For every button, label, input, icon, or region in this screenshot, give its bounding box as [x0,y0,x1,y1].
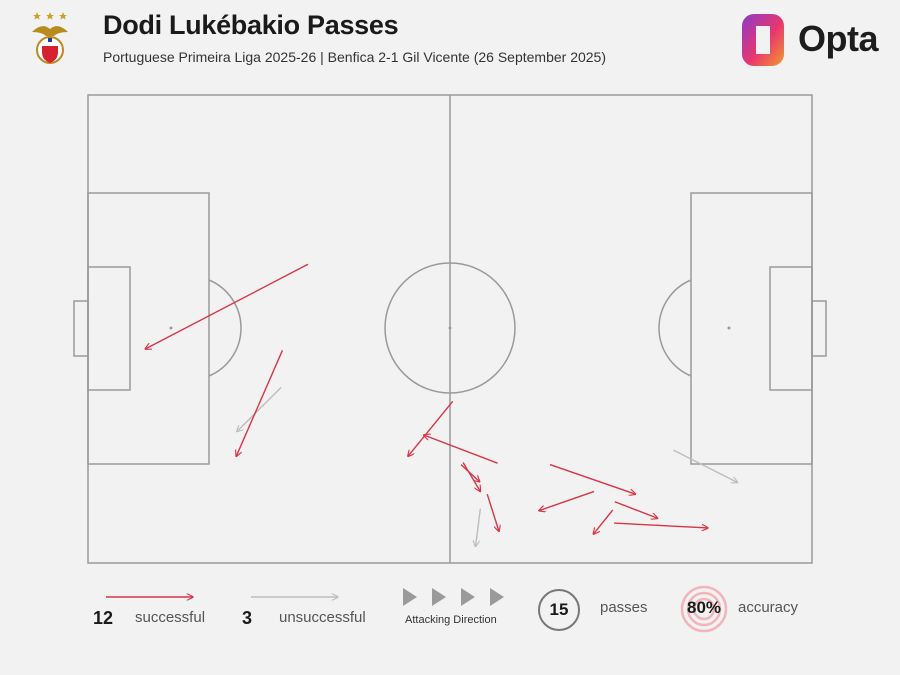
attack-direction-arrow-icon [490,588,504,606]
passes-count-badge: 15 [538,589,580,631]
successful-pass-arrow [486,493,499,531]
left-penalty-arc [208,279,242,377]
opta-wordmark: Opta [798,18,879,59]
successful-pass-arrow [408,400,454,456]
successful-pass-arrow [462,462,480,492]
benfica-crest-icon [32,12,68,64]
successful-pass-arrow [460,464,480,482]
page-subtitle: Portuguese Primeira Liga 2025-26 | Benfi… [103,49,607,65]
successful-pass-arrow [424,435,498,464]
right-penalty-area [690,192,813,465]
passes-layer [145,263,737,547]
legend: 12 successful 3 unsuccessful Attacking D… [0,580,900,640]
successful-pass-arrow [549,463,636,495]
accuracy-label: accuracy [738,599,799,616]
successful-count: 12 [93,608,114,628]
successful-pass-arrow [236,350,284,456]
successful-pass-arrow [614,522,708,528]
legend-graphics [106,588,504,606]
accuracy-target-icon [680,585,728,633]
left-six-yard-box [87,266,131,391]
successful-pass-arrow [539,490,595,510]
centre-circle [384,262,516,394]
successful-pass-arrow [593,509,614,534]
right-six-yard-box [769,266,813,391]
centre-spot [448,326,452,330]
right-goal [811,300,827,357]
opta-logo-icon [742,14,784,66]
left-penalty-spot [169,326,173,330]
attack-direction-arrow-icon [403,588,417,606]
successful-label: successful [135,609,206,626]
left-penalty-area [87,192,210,465]
successful-pass-arrow [614,501,658,519]
unsuccessful-count: 3 [242,608,253,628]
unsuccessful-label: unsuccessful [279,609,366,626]
page-title: Dodi Lukébakio Passes [103,10,399,40]
left-goal [73,300,89,357]
right-penalty-spot [727,326,731,330]
attacking-direction-label: Attacking Direction [405,614,497,626]
right-penalty-arc [658,279,692,377]
successful-pass-arrow [145,263,309,349]
unsuccessful-pass-arrow [237,387,282,432]
attack-direction-arrow-icon [461,588,475,606]
passes-label: passes [600,599,648,616]
accuracy-value: 80% [686,598,722,617]
unsuccessful-pass-arrow [673,449,737,482]
unsuccessful-pass-arrow [476,508,482,547]
attack-direction-arrow-icon [432,588,446,606]
